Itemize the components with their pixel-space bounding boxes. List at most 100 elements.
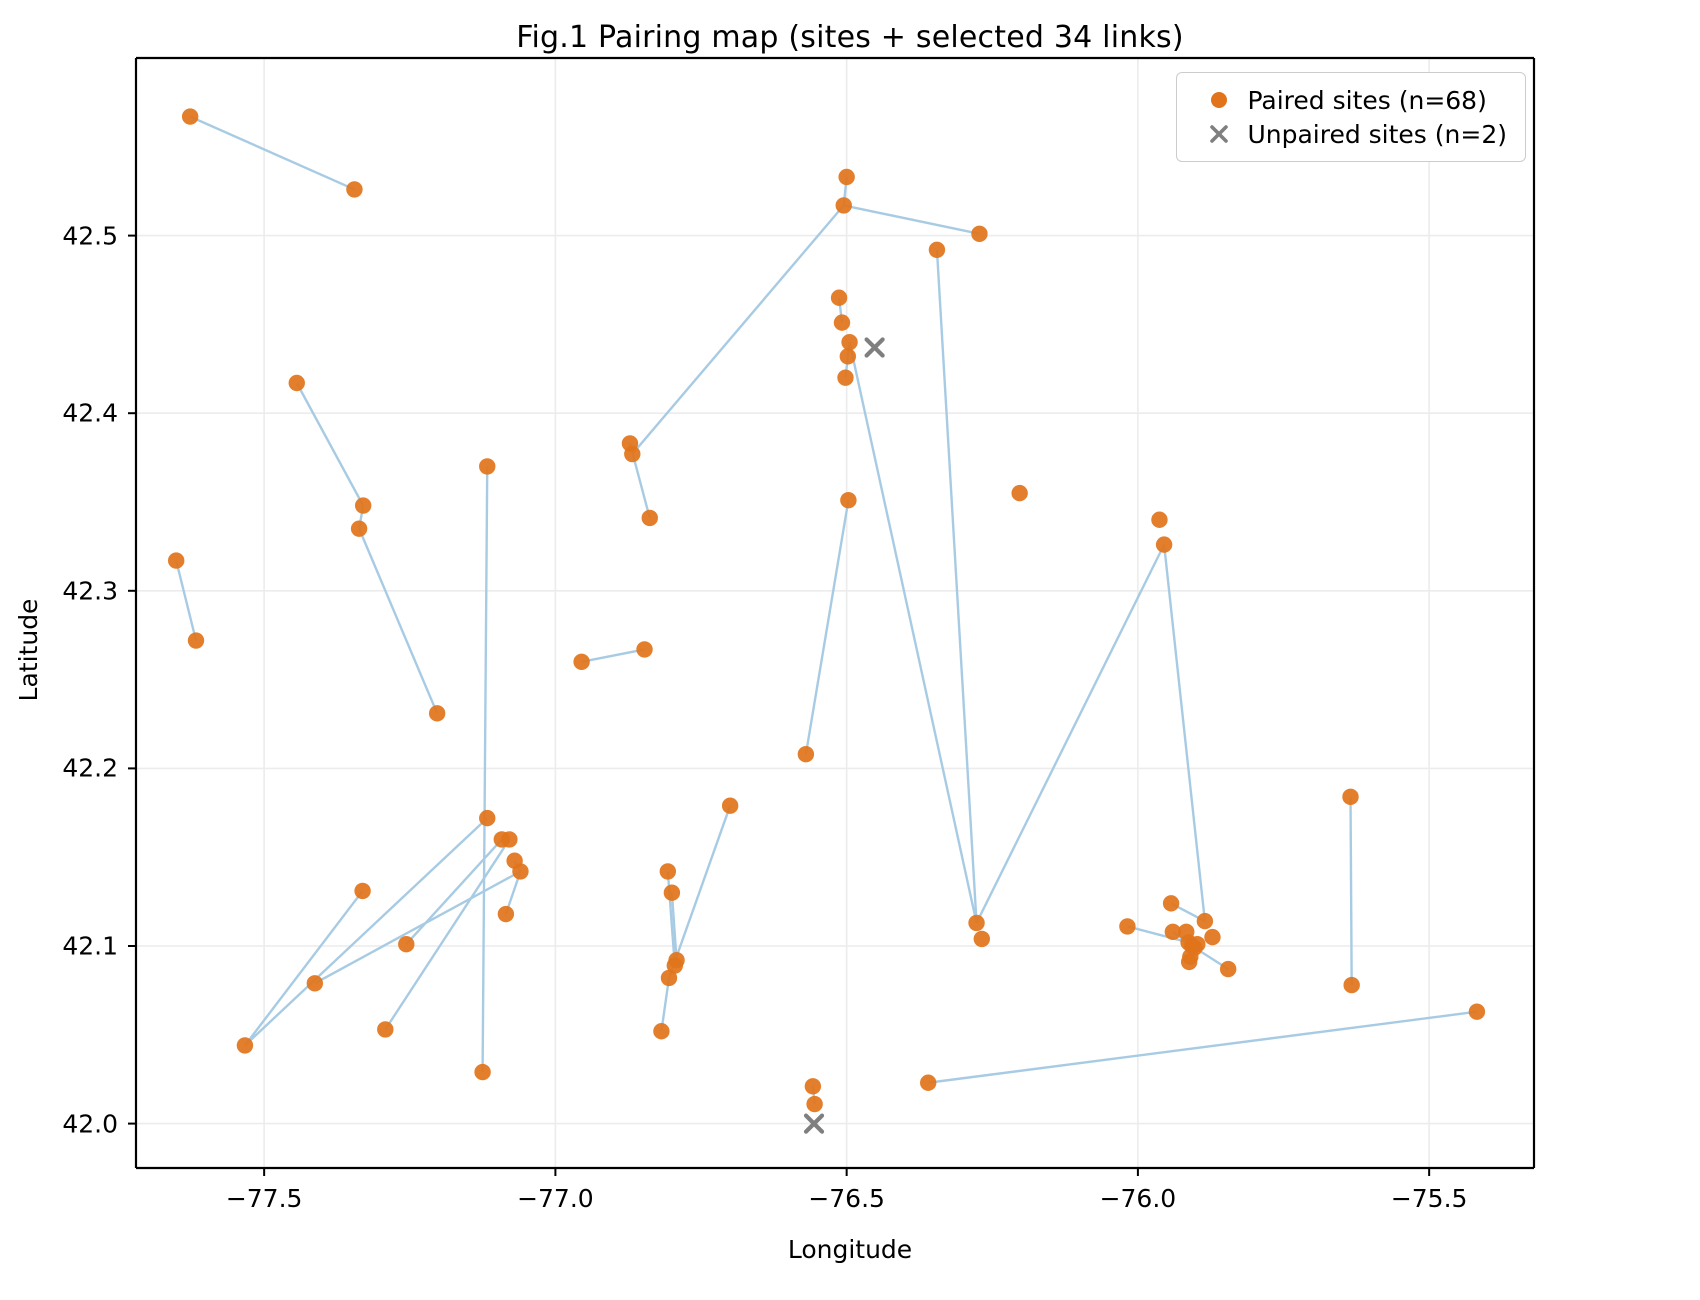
scatter-point-paired[interactable] xyxy=(830,289,848,306)
scatter-point-paired[interactable] xyxy=(797,745,815,763)
scatter-point-paired[interactable] xyxy=(1180,953,1198,971)
grid-lines xyxy=(136,58,1534,1168)
link-segment xyxy=(405,838,503,946)
scatter-point-paired[interactable] xyxy=(806,1095,823,1113)
scatter-point-paired[interactable] xyxy=(636,641,653,658)
y-tick-label: 42.3 xyxy=(62,576,118,606)
legend-label-paired: Paired sites (n=68) xyxy=(1247,85,1487,115)
scatter-point-paired[interactable] xyxy=(833,314,851,331)
scatter-point-paired[interactable] xyxy=(306,975,324,992)
scatter-point-paired[interactable] xyxy=(398,936,415,953)
scatter-point-paired[interactable] xyxy=(377,1021,394,1038)
scatter-point-paired[interactable] xyxy=(350,520,368,537)
cross-marker-icon xyxy=(1191,123,1247,145)
scatter-point-paired[interactable] xyxy=(1011,484,1028,502)
x-tick-label: −75.5 xyxy=(1390,1184,1468,1213)
link-segment xyxy=(843,204,980,235)
scatter-point-paired[interactable] xyxy=(1151,511,1168,528)
scatter-point-paired[interactable] xyxy=(1204,928,1221,946)
scatter-point-paired[interactable] xyxy=(841,333,858,351)
scatter-point-paired[interactable] xyxy=(479,458,496,475)
scatter-point-paired[interactable] xyxy=(968,914,985,932)
scatter-point-paired[interactable] xyxy=(1343,976,1360,994)
scatter-point-paired[interactable] xyxy=(167,552,185,569)
x-tick-label: −76.5 xyxy=(808,1184,885,1213)
link-segment xyxy=(1349,796,1353,986)
scatter-point-paired[interactable] xyxy=(497,905,515,923)
scatter-point-paired[interactable] xyxy=(1164,923,1182,940)
y-tick-label: 42.4 xyxy=(62,398,118,428)
scatter-point-paired[interactable] xyxy=(573,653,590,671)
circle-marker-icon xyxy=(1191,89,1247,111)
scatter-point-paired[interactable] xyxy=(187,632,205,649)
link-segment xyxy=(1162,544,1207,922)
scatter-point-paired[interactable] xyxy=(346,181,363,198)
link-segment xyxy=(357,528,439,714)
scatter-point-paired[interactable] xyxy=(928,241,946,259)
link-segment xyxy=(581,648,645,664)
scatter-point-paired[interactable] xyxy=(641,509,658,527)
scatter-point-paired[interactable] xyxy=(501,831,518,848)
scatter-point-paired[interactable] xyxy=(1219,960,1237,978)
legend-item-unpaired[interactable]: Unpaired sites (n=2) xyxy=(1191,117,1507,151)
scatter-point-paired[interactable] xyxy=(181,108,199,125)
scatter-point-paired[interactable] xyxy=(839,348,857,365)
link-segment xyxy=(848,341,978,924)
page-title: Fig.1 Pairing map (sites + selected 34 l… xyxy=(516,20,1184,55)
data-points xyxy=(167,108,1486,1134)
legend-label-unpaired: Unpaired sites (n=2) xyxy=(1247,119,1507,149)
scatter-point-paired[interactable] xyxy=(1468,1003,1486,1020)
scatter-point-paired[interactable] xyxy=(663,884,681,901)
y-tick-label: 42.1 xyxy=(62,931,118,961)
scatter-point-paired[interactable] xyxy=(1155,536,1173,553)
scatter-point-paired[interactable] xyxy=(840,492,857,509)
scatter-point-paired[interactable] xyxy=(838,168,855,186)
link-segment xyxy=(928,1010,1478,1084)
scatter-point-paired[interactable] xyxy=(1342,788,1359,806)
x-tick-label: −76.0 xyxy=(1099,1184,1177,1213)
x-tick-label: −77.5 xyxy=(225,1184,303,1213)
scatter-point-unpaired[interactable] xyxy=(864,337,885,358)
scatter-point-paired[interactable] xyxy=(479,809,496,827)
scatter-point-paired[interactable] xyxy=(512,863,529,880)
legend-item-paired[interactable]: Paired sites (n=68) xyxy=(1191,83,1507,117)
scatter-point-paired[interactable] xyxy=(660,969,678,987)
legend: Paired sites (n=68) Unpaired sites (n=2) xyxy=(1176,72,1526,162)
link-segment xyxy=(670,892,678,961)
scatter-point-paired[interactable] xyxy=(288,374,305,392)
link-segment xyxy=(243,890,364,1047)
link-segment xyxy=(975,544,1166,924)
link-segment xyxy=(1127,925,1189,944)
scatter-point-paired[interactable] xyxy=(721,797,739,814)
scatter-point-paired[interactable] xyxy=(973,930,990,948)
x-axis-label: Longitude xyxy=(787,1235,913,1264)
link-segments xyxy=(175,115,1478,1105)
link-segment xyxy=(631,204,845,455)
y-tick-label: 42.2 xyxy=(62,753,118,783)
scatter-point-paired[interactable] xyxy=(666,957,684,974)
scatter-point-paired[interactable] xyxy=(354,497,372,514)
scatter-point-paired[interactable] xyxy=(624,445,641,463)
scatter-point-paired[interactable] xyxy=(354,882,371,900)
scatter-point-paired[interactable] xyxy=(474,1063,491,1081)
scatter-point-paired[interactable] xyxy=(837,369,854,386)
scatter-point-paired[interactable] xyxy=(1189,936,1206,953)
scatter-point-unpaired[interactable] xyxy=(803,1113,825,1134)
link-segment xyxy=(295,382,365,507)
y-tick-label: 42.0 xyxy=(62,1109,118,1139)
y-tick-label: 42.5 xyxy=(62,221,118,251)
scatter-point-paired[interactable] xyxy=(1119,918,1136,935)
scatter-point-paired[interactable] xyxy=(659,863,677,880)
link-segment xyxy=(660,977,671,1032)
scatter-point-paired[interactable] xyxy=(835,197,852,214)
scatter-point-paired[interactable] xyxy=(653,1023,670,1040)
scatter-point-paired[interactable] xyxy=(1196,912,1214,930)
link-segment xyxy=(481,466,489,1073)
scatter-point-paired[interactable] xyxy=(971,225,988,243)
scatter-point-paired[interactable] xyxy=(804,1078,822,1095)
x-tick-label: −77.0 xyxy=(517,1184,594,1213)
scatter-point-paired[interactable] xyxy=(1162,895,1180,912)
scatter-point-paired[interactable] xyxy=(236,1037,254,1054)
scatter-point-paired[interactable] xyxy=(920,1074,937,1091)
scatter-point-paired[interactable] xyxy=(428,705,446,722)
